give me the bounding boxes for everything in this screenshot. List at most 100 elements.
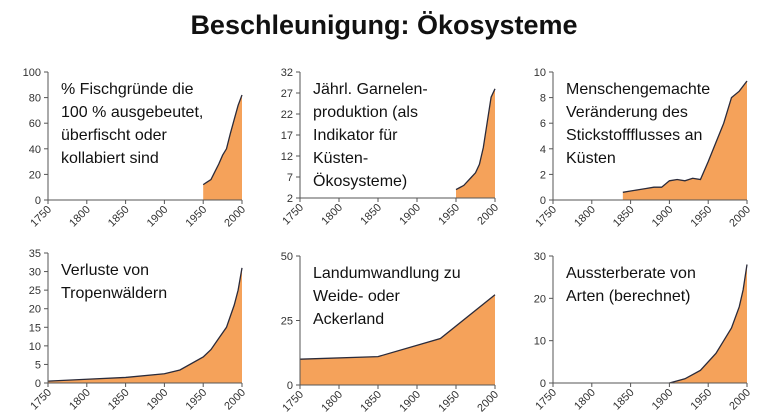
y-tick-label: 35 [29, 248, 41, 260]
y-tick-label: 20 [29, 169, 41, 181]
y-tick-label: 0 [35, 195, 41, 207]
y-tick-label: 40 [29, 144, 41, 156]
chart-annotation: Stickstoffflusses an [566, 127, 702, 144]
x-tick-label: 1800 [67, 387, 93, 413]
y-tick-label: 0 [35, 378, 41, 390]
chart-annotation: Weide- oder [313, 288, 401, 305]
y-tick-label: 10 [534, 336, 546, 348]
chart-annotation: überfischt oder [61, 127, 168, 144]
page-title: Beschleunigung: Ökosysteme [190, 10, 577, 40]
area-outline [299, 294, 496, 360]
y-tick-label: 8 [540, 93, 546, 105]
y-tick-label: 50 [281, 251, 293, 263]
chart-annotation: Ökosysteme) [313, 172, 407, 190]
x-tick-label: 1900 [650, 387, 676, 413]
area [48, 267, 242, 383]
area [300, 294, 495, 385]
y-tick-label: 80 [29, 93, 41, 105]
chart-annotation: Landumwandlung zu [313, 265, 461, 282]
x-tick-label: 1800 [319, 389, 345, 415]
x-tick-label: 1900 [397, 389, 423, 415]
chart-annotation: Tropenwäldern [61, 285, 167, 302]
chart-annotation: Indikator für [313, 127, 398, 144]
chart-annotation: produktion (als [313, 104, 418, 121]
x-tick-label: 1950 [436, 202, 462, 228]
x-tick-label: 2000 [475, 389, 501, 415]
y-tick-label: 7 [287, 172, 293, 184]
y-tick-label: 6 [540, 118, 546, 130]
x-tick-label: 1950 [184, 204, 210, 230]
y-tick-label: 30 [29, 267, 41, 279]
chart-annotation: Veränderung des [566, 104, 688, 121]
y-tick-label: 20 [29, 304, 41, 316]
chart-annotation: % Fischgründe die [61, 81, 194, 98]
x-tick-label: 1850 [106, 387, 132, 413]
x-tick-label: 1950 [436, 389, 462, 415]
y-tick-label: 0 [540, 195, 546, 207]
chart-annotation: Jährl. Garnelen- [313, 81, 428, 98]
y-tick-label: 32 [281, 67, 293, 79]
x-tick-label: 1850 [358, 202, 384, 228]
y-tick-label: 0 [287, 380, 293, 392]
area [203, 95, 242, 200]
chart-annotation: Verluste von [61, 262, 149, 279]
chart-annotation: Ackerland [313, 311, 384, 328]
y-tick-label: 60 [29, 118, 41, 130]
y-tick-label: 2 [287, 193, 293, 205]
y-tick-label: 15 [29, 322, 41, 334]
area-outline [47, 267, 243, 382]
chart-annotation: Menschengemachte [566, 81, 710, 98]
y-tick-label: 25 [281, 316, 293, 328]
x-tick-label: 1750 [533, 204, 559, 230]
x-tick-label: 1800 [319, 202, 345, 228]
x-tick-label: 1850 [611, 387, 637, 413]
x-tick-label: 1750 [28, 204, 54, 230]
x-tick-label: 1950 [184, 387, 210, 413]
x-tick-label: 1750 [280, 389, 306, 415]
chart-annotation: Küsten [566, 150, 616, 167]
y-tick-label: 0 [540, 378, 546, 390]
y-tick-label: 25 [29, 285, 41, 297]
area-outline [455, 88, 496, 191]
x-tick-label: 1900 [145, 204, 171, 230]
y-tick-label: 30 [534, 251, 546, 263]
x-tick-label: 1850 [106, 204, 132, 230]
x-tick-label: 1900 [397, 202, 423, 228]
chart-annotation: Aussterberate von [566, 265, 696, 282]
x-tick-label: 2000 [222, 204, 248, 230]
x-tick-label: 1800 [572, 204, 598, 230]
area-outline [622, 80, 748, 193]
x-tick-label: 1750 [28, 387, 54, 413]
chart-annotation: Küsten- [313, 150, 368, 167]
chart-annotation: kollabiert sind [61, 150, 159, 167]
y-tick-label: 10 [534, 67, 546, 79]
x-tick-label: 1950 [689, 204, 715, 230]
area [622, 80, 747, 200]
chart-annotation: 100 % ausgebeutet, [61, 104, 203, 121]
y-tick-label: 5 [35, 359, 41, 371]
x-tick-label: 1850 [611, 204, 637, 230]
y-tick-label: 2 [540, 169, 546, 181]
x-tick-label: 1900 [650, 204, 676, 230]
area [456, 88, 495, 198]
y-tick-label: 20 [534, 293, 546, 305]
x-tick-label: 1800 [572, 387, 598, 413]
x-tick-label: 2000 [727, 387, 753, 413]
y-tick-label: 17 [281, 130, 293, 142]
y-tick-label: 12 [281, 151, 293, 163]
x-tick-label: 2000 [222, 387, 248, 413]
y-tick-label: 100 [23, 67, 41, 79]
x-tick-label: 1800 [67, 204, 93, 230]
y-tick-label: 27 [281, 88, 293, 100]
area-outline [202, 94, 243, 186]
chart-annotation: Arten (berechnet) [566, 288, 691, 305]
y-tick-label: 4 [540, 144, 546, 156]
y-tick-label: 22 [281, 109, 293, 121]
x-tick-label: 1900 [145, 387, 171, 413]
x-tick-label: 1750 [533, 387, 559, 413]
area [669, 264, 747, 383]
x-tick-label: 1750 [280, 202, 306, 228]
x-tick-label: 2000 [475, 202, 501, 228]
